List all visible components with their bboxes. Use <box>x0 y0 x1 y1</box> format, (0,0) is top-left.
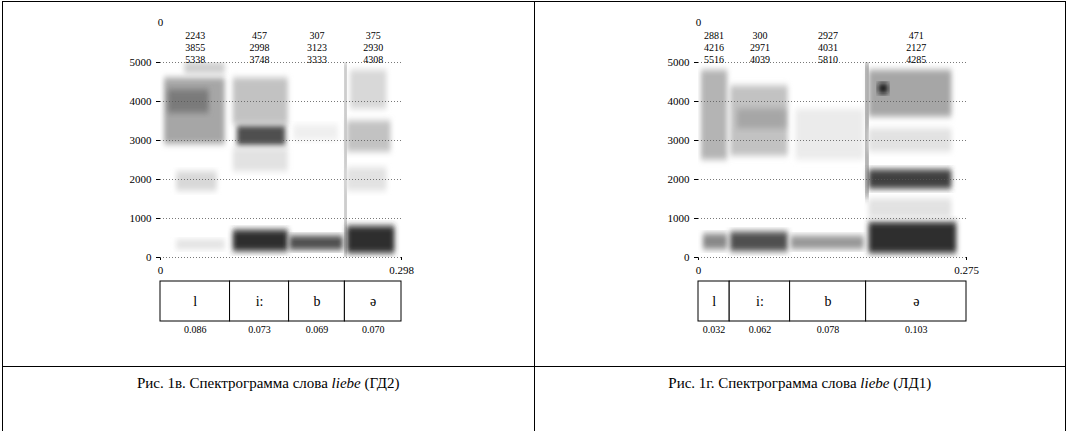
svg-text:0.103: 0.103 <box>905 324 928 335</box>
svg-text:2930: 2930 <box>363 42 383 53</box>
svg-text:307: 307 <box>309 30 324 41</box>
svg-text:l: l <box>193 294 197 309</box>
svg-text:2881: 2881 <box>704 30 724 41</box>
svg-text:0: 0 <box>684 251 690 263</box>
svg-text:4285: 4285 <box>906 54 926 65</box>
svg-text:4039: 4039 <box>749 54 769 65</box>
svg-text:2971: 2971 <box>749 42 769 53</box>
svg-text:ə: ə <box>370 294 376 309</box>
svg-text:0: 0 <box>158 16 164 28</box>
svg-text:2127: 2127 <box>906 42 926 53</box>
svg-text:3000: 3000 <box>130 134 153 146</box>
svg-text:0.070: 0.070 <box>362 324 385 335</box>
svg-text:4000: 4000 <box>130 95 153 107</box>
svg-text:i:: i: <box>256 294 264 309</box>
svg-text:b: b <box>313 294 320 309</box>
svg-text:2000: 2000 <box>667 173 690 185</box>
svg-text:0.062: 0.062 <box>748 324 771 335</box>
svg-text:5516: 5516 <box>704 54 724 65</box>
svg-text:457: 457 <box>252 30 267 41</box>
svg-text:471: 471 <box>908 30 923 41</box>
svg-text:4216: 4216 <box>704 42 724 53</box>
svg-text:3748: 3748 <box>250 54 270 65</box>
svg-text:0.086: 0.086 <box>184 324 207 335</box>
svg-text:4031: 4031 <box>818 42 838 53</box>
svg-text:0.069: 0.069 <box>306 324 329 335</box>
svg-text:3123: 3123 <box>307 42 327 53</box>
svg-text:1000: 1000 <box>667 212 690 224</box>
svg-text:5000: 5000 <box>667 56 690 68</box>
svg-text:3000: 3000 <box>667 134 690 146</box>
svg-text:2243: 2243 <box>185 30 205 41</box>
svg-text:0.073: 0.073 <box>248 324 271 335</box>
svg-text:ə: ə <box>913 294 919 309</box>
svg-text:4000: 4000 <box>667 95 690 107</box>
svg-text:1000: 1000 <box>130 212 153 224</box>
svg-text:5810: 5810 <box>818 54 838 65</box>
svg-text:0.298: 0.298 <box>389 264 414 276</box>
svg-text:3333: 3333 <box>307 54 327 65</box>
svg-text:l: l <box>712 294 716 309</box>
svg-text:4308: 4308 <box>363 54 383 65</box>
svg-text:0.275: 0.275 <box>954 264 979 276</box>
svg-text:0: 0 <box>695 264 701 276</box>
svg-text:0: 0 <box>146 251 152 263</box>
svg-text:3855: 3855 <box>185 42 205 53</box>
svg-text:2000: 2000 <box>130 173 153 185</box>
html-text:Рис. 1г. Спектрограмма слова l: Рис. 1г. Спектрограмма слова liebe (ЛД1) <box>668 375 932 391</box>
svg-text:0.032: 0.032 <box>702 324 725 335</box>
svg-text:2927: 2927 <box>818 30 838 41</box>
svg-text:5000: 5000 <box>130 56 153 68</box>
svg-text:0: 0 <box>158 264 164 276</box>
svg-text:300: 300 <box>752 30 767 41</box>
svg-text:5338: 5338 <box>185 54 205 65</box>
svg-text:0: 0 <box>695 16 701 28</box>
html-text:Рис. 1в. Спектрограмма слова l: Рис. 1в. Спектрограмма слова liebe (ГД2) <box>136 375 400 391</box>
svg-text:0.078: 0.078 <box>816 324 839 335</box>
svg-text:i:: i: <box>756 294 764 309</box>
svg-text:375: 375 <box>366 30 381 41</box>
svg-text:2998: 2998 <box>250 42 270 53</box>
svg-text:b: b <box>824 294 831 309</box>
